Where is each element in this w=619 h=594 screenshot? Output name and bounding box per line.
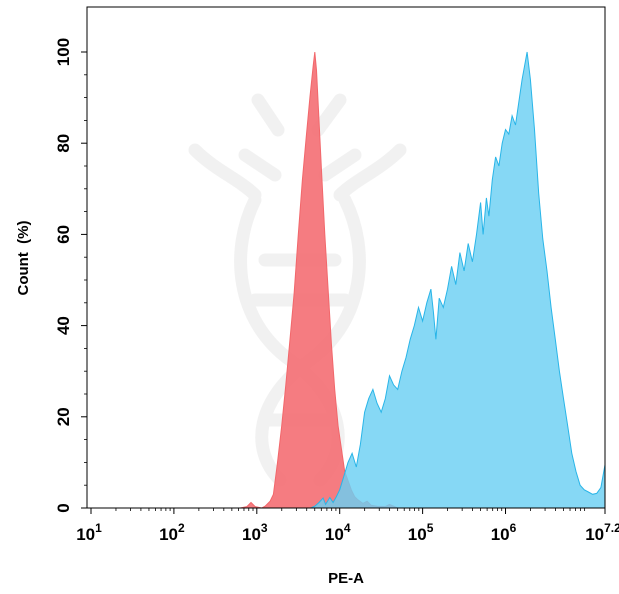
- x-tick-label: 103: [242, 521, 268, 544]
- y-tick-label: 20: [54, 407, 73, 426]
- y-tick-label: 40: [54, 316, 73, 335]
- y-axis-title: Count (%): [15, 221, 32, 296]
- x-tick-label: 105: [408, 521, 434, 544]
- y-tick-label: 60: [54, 225, 73, 244]
- y-tick-label: 0: [54, 503, 73, 512]
- y-tick-label: 80: [54, 134, 73, 153]
- x-tick-label: 101: [76, 521, 102, 544]
- x-axis: 101 102 103 104 105 106 107.2: [76, 508, 619, 544]
- x-tick-label: 107.2: [585, 521, 619, 544]
- series-area-2: [91, 51, 606, 509]
- x-tick-label: 102: [159, 521, 185, 544]
- x-axis-title: PE-A: [328, 570, 364, 587]
- y-axis: 0 20 40 60 80 100: [54, 38, 87, 513]
- y-tick-label: 100: [54, 38, 73, 66]
- x-tick-label: 106: [491, 521, 517, 544]
- x-tick-label: 104: [325, 521, 351, 544]
- series-layer: [91, 51, 606, 509]
